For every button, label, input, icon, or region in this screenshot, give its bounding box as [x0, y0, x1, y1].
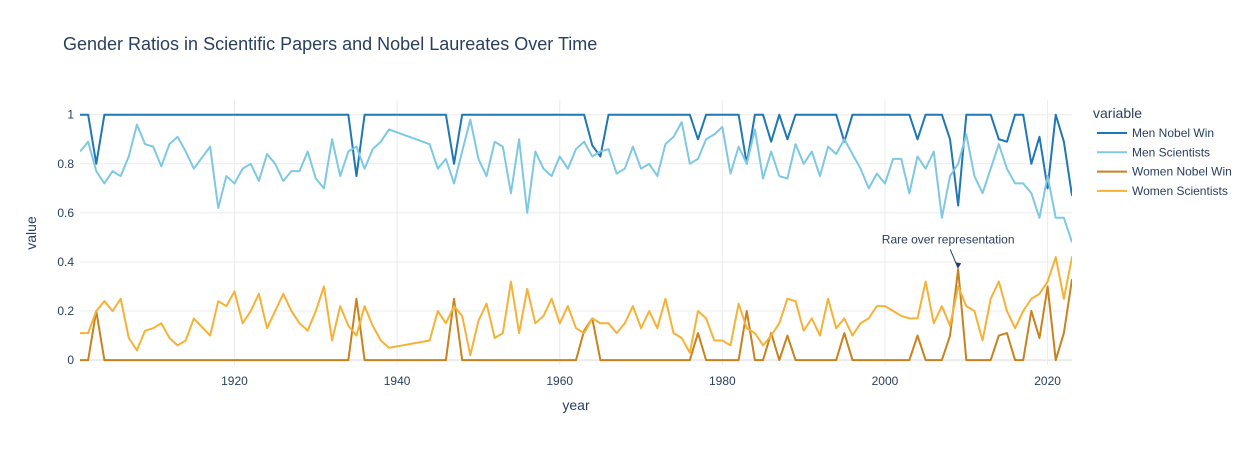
series-line-women-scientists[interactable]	[80, 233, 1096, 357]
y-tick-label: 0.2	[57, 304, 74, 318]
legend-title: variable	[1093, 105, 1142, 121]
legend-label: Men Nobel Win	[1132, 126, 1214, 140]
y-tick-label: 0	[67, 353, 74, 367]
y-tick-label: 1	[67, 108, 74, 122]
annotation-arrowhead	[955, 262, 962, 269]
x-tick-label: 1920	[221, 374, 248, 388]
legend-label: Men Scientists	[1132, 145, 1210, 159]
series-line-women-nobel-win[interactable]	[80, 268, 1072, 362]
x-tick-label: 2000	[872, 374, 899, 388]
x-tick-label: 1960	[546, 374, 573, 388]
legend-label: Women Scientists	[1132, 184, 1228, 198]
legend-item-men-scientists[interactable]: Men Scientists	[1097, 145, 1210, 159]
legend-label: Women Nobel Win	[1132, 165, 1232, 179]
series-line-men-nobel-win[interactable]	[80, 113, 1072, 207]
x-tick-label: 2020	[1034, 374, 1061, 388]
legend-item-women-nobel-win[interactable]: Women Nobel Win	[1097, 165, 1232, 179]
annotation-text: Rare over representation	[882, 232, 1015, 246]
legend: variable Men Nobel Win Men Scientists Wome…	[1093, 105, 1232, 198]
legend-item-women-scientists[interactable]: Women Scientists	[1097, 184, 1228, 198]
y-axis-title: value	[23, 216, 39, 250]
y-tick-label: 0.4	[57, 255, 74, 269]
series-layer	[80, 113, 1096, 362]
annotation-layer: Rare over representation	[882, 232, 1015, 269]
chart-title: Gender Ratios in Scientific Papers and N…	[63, 34, 597, 54]
y-tick-label: 0.6	[57, 206, 74, 220]
x-axis-title: year	[562, 397, 590, 413]
series-line-men-scientists[interactable]	[80, 118, 1072, 243]
x-tick-label: 1980	[709, 374, 736, 388]
y-tick-label: 0.8	[57, 157, 74, 171]
legend-item-men-nobel-win[interactable]: Men Nobel Win	[1097, 126, 1214, 140]
tick-layer: 0 0.2 0.4 0.6 0.8 1 1920 1940 1960 1980 2000 2020	[57, 108, 1061, 388]
x-tick-label: 1940	[384, 374, 411, 388]
